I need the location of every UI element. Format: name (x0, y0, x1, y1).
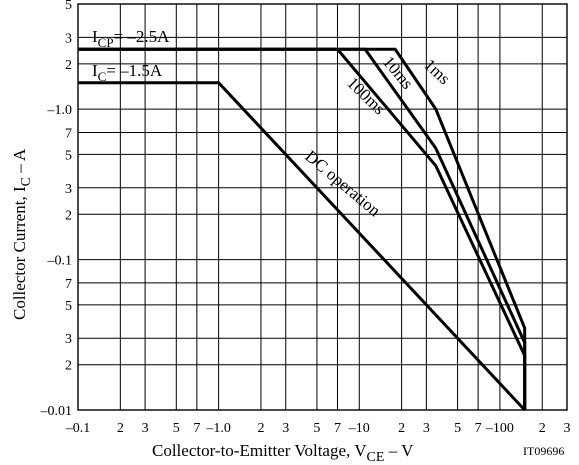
x-tick-label-16: 2 (539, 421, 546, 436)
x-tick-label-11: 2 (398, 421, 405, 436)
x-tick-label-4: 7 (193, 421, 200, 436)
y-tick-label-6: 2 (65, 208, 72, 223)
x-tick-label-8: 5 (313, 421, 320, 436)
x-tick-label-7: 3 (282, 421, 289, 436)
y-axis-title: Collector Current, IC – A (10, 148, 34, 320)
y-tick-label-13: 5 (65, 0, 72, 13)
y-tick-label-11: 2 (65, 58, 72, 73)
y-tick-label-2: 3 (65, 332, 72, 347)
y-tick-label-0: –0.01 (40, 404, 73, 419)
y-tick-label-12: 3 (65, 31, 72, 46)
x-tick-label-9: 7 (334, 421, 341, 436)
label-100ms: 100ms (343, 73, 389, 118)
curve-dc-operation (78, 81, 526, 412)
x-tick-label-13: 5 (454, 421, 461, 436)
ic-annotation: IC= –1.5A (92, 61, 163, 84)
x-tick-label-17: 3 (564, 421, 571, 436)
label-10ms: 10ms (379, 52, 417, 92)
x-tick-label-12: 3 (423, 421, 430, 436)
x-tick-label-3: 5 (173, 421, 180, 436)
y-tick-label-5: –0.1 (47, 254, 73, 269)
y-tick-label-4: 7 (65, 277, 72, 292)
x-tick-label-15: –100 (485, 421, 514, 436)
x-tick-label-1: 2 (117, 421, 124, 436)
y-tick-label-9: 7 (65, 126, 72, 141)
x-tick-label-14: 7 (475, 421, 482, 436)
y-tick-label-7: 3 (65, 182, 72, 197)
figure-code: IT09696 (523, 444, 564, 458)
plot-frame (77, 3, 568, 411)
curve-100ms (78, 47, 527, 410)
y-tick-label-1: 2 (65, 359, 72, 374)
tick-labels: –0.1 2 3 5 7 –1.0 2 3 5 7 –10 2 3 5 7 –100 2 3–0.012357–0… (40, 0, 571, 436)
x-tick-label-2: 3 (142, 421, 149, 436)
x-tick-label-0: –0.1 (65, 421, 91, 436)
curves (78, 47, 527, 412)
icp-annotation: ICP= –2.5A (92, 27, 170, 50)
x-tick-label-10: –10 (348, 421, 370, 436)
x-axis-title: Collector-to-Emitter Voltage, VCE – V (152, 441, 414, 465)
label-1ms: 1ms (420, 55, 454, 88)
y-tick-label-3: 5 (65, 299, 72, 314)
x-tick-label-6: 2 (257, 421, 264, 436)
x-tick-label-5: –1.0 (205, 421, 231, 436)
y-tick-label-8: 5 (65, 148, 72, 163)
y-tick-label-10: –1.0 (47, 103, 73, 118)
